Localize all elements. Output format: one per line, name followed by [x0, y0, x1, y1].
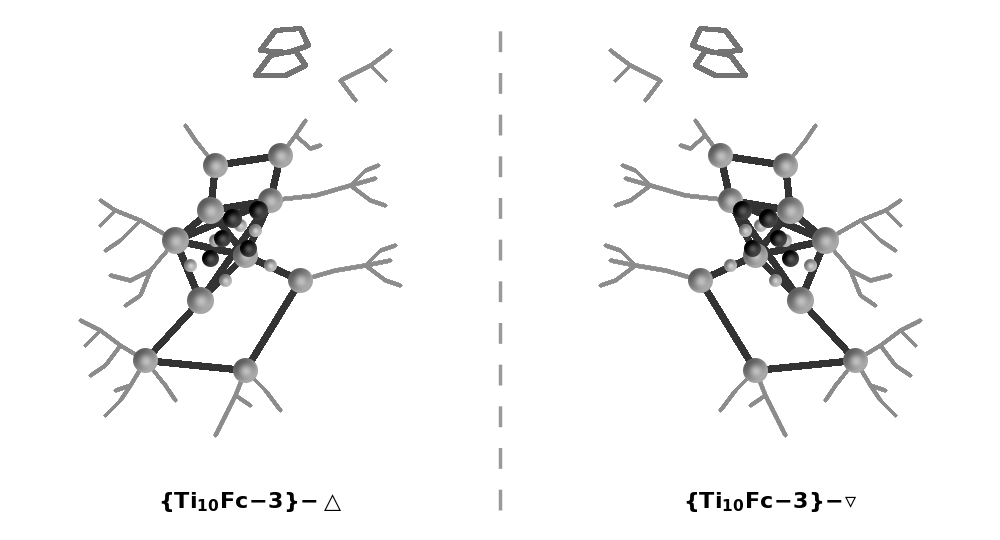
Text: $\mathbf{\{Ti_{10}Fc\!-\!3\}\!-\!\triangledown}$: $\mathbf{\{Ti_{10}Fc\!-\!3\}\!-\!\triang…	[683, 490, 857, 514]
Text: $\mathbf{\{Ti_{10}Fc\!-\!3\}\!-\!\triangle}$: $\mathbf{\{Ti_{10}Fc\!-\!3\}\!-\!\triang…	[158, 490, 342, 514]
